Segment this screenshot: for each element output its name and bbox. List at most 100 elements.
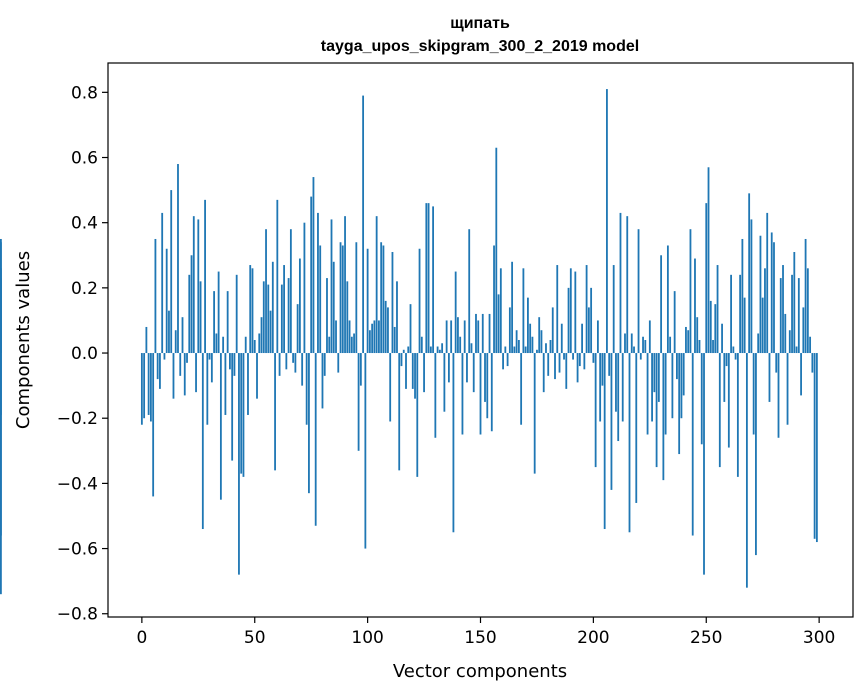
y-tick-label: −0.6 [57, 540, 98, 560]
bar-39 [229, 353, 231, 370]
bar-289 [793, 252, 796, 354]
bar-152 [484, 353, 486, 402]
x-axis-ticks: 0 50 100 150 200 250 300 [136, 617, 835, 648]
bar-178 [542, 353, 545, 393]
bar-undefined [0, 353, 2, 595]
bar-272 [755, 353, 757, 556]
bar-186 [560, 323, 563, 354]
bar-27 [201, 353, 204, 530]
bar-58 [271, 261, 274, 354]
bar-70 [298, 258, 301, 354]
bar-155 [490, 353, 493, 432]
bar-247 [698, 340, 701, 354]
bar-121 [414, 353, 416, 399]
bar-217 [630, 333, 633, 354]
bar-0 [140, 353, 143, 425]
bar-290 [795, 346, 798, 354]
bar-97 [359, 353, 362, 386]
bar-63 [283, 265, 285, 354]
bar-258 [723, 353, 726, 402]
bar-115 [400, 353, 403, 367]
y-tick-label: −0.4 [57, 474, 98, 494]
bar-277 [766, 212, 769, 354]
bar-239 [680, 353, 683, 419]
bar-226 [651, 353, 653, 422]
bar-110 [389, 353, 392, 422]
bar-92 [348, 320, 351, 354]
bar-220 [637, 229, 640, 354]
bar-25 [197, 219, 200, 354]
y-tick-label: 0.8 [71, 83, 98, 103]
bar-128 [429, 346, 432, 354]
bar-267 [743, 297, 746, 354]
bar-214 [624, 333, 626, 354]
bar-67 [292, 353, 295, 363]
bar-200 [592, 353, 595, 363]
bar-75 [310, 196, 313, 354]
bar-9 [161, 212, 164, 354]
bar-18 [181, 317, 184, 354]
bar-292 [800, 353, 802, 396]
bar-228 [655, 353, 658, 468]
bar-102 [371, 323, 374, 354]
bar-15 [174, 330, 177, 354]
bar-124 [420, 336, 423, 354]
bar-106 [380, 242, 383, 354]
bar-255 [716, 265, 719, 354]
bar-13 [170, 190, 173, 354]
bar-65 [287, 278, 290, 354]
bar-120 [411, 353, 414, 389]
bar-195 [581, 323, 583, 354]
bar-248 [700, 353, 703, 445]
bar-159 [499, 268, 502, 354]
bar-288 [791, 274, 793, 354]
bar-236 [673, 291, 676, 354]
bar-285 [784, 313, 787, 354]
bar-176 [538, 317, 541, 354]
bar-259 [725, 353, 728, 367]
bar-246 [696, 317, 699, 354]
bar-122 [416, 353, 419, 477]
bar-153 [486, 353, 489, 419]
chart-subtitle: tayga_upos_skipgram_300_2_2019 model [321, 38, 639, 55]
bar-28 [204, 199, 206, 354]
bar-32 [213, 291, 216, 354]
bar-235 [671, 353, 674, 419]
bar-244 [691, 353, 694, 536]
bar-8 [159, 353, 161, 389]
bar-undefined [0, 268, 2, 354]
bar-105 [378, 320, 380, 354]
bar-82 [326, 278, 328, 354]
bar-174 [533, 353, 536, 474]
bar-80 [321, 353, 324, 409]
bar-96 [357, 353, 360, 451]
bar-6 [154, 238, 157, 354]
bar-86 [335, 320, 337, 354]
bar-68 [294, 353, 297, 373]
bar-150 [479, 353, 482, 435]
bar-147 [472, 353, 475, 393]
bar-116 [402, 349, 405, 354]
bar-125 [423, 353, 425, 393]
bar-100 [366, 248, 369, 354]
bar-269 [748, 193, 751, 354]
bar-139 [454, 271, 457, 354]
bar-283 [779, 278, 782, 354]
bar-89 [341, 245, 344, 354]
bar-185 [558, 353, 561, 373]
bar-137 [450, 320, 453, 354]
bar-175 [536, 349, 538, 354]
bar-138 [452, 353, 455, 533]
bar-87 [337, 353, 340, 373]
bar-51 [256, 353, 258, 399]
bar-233 [666, 245, 669, 354]
bar-119 [409, 304, 412, 354]
bar-189 [567, 287, 570, 354]
bar-117 [405, 353, 407, 389]
bar-54 [262, 281, 265, 354]
bar-168 [520, 353, 523, 425]
bar-215 [626, 216, 629, 354]
bar-295 [806, 268, 809, 354]
bar-112 [393, 326, 396, 354]
